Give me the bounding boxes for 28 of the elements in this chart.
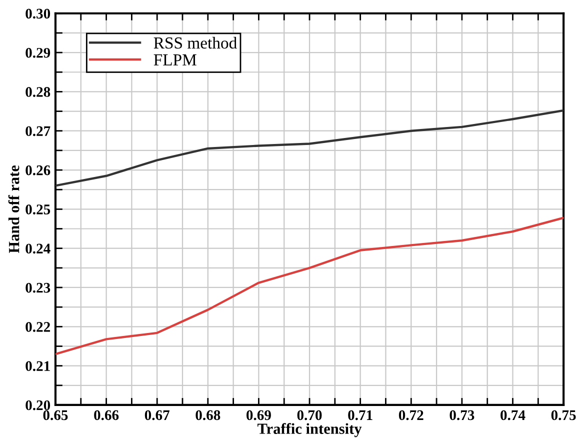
x-tick-label: 0.74 (500, 410, 526, 420)
line-series (55, 216, 564, 356)
x-tick-label: 0.72 (398, 410, 424, 420)
x-tick-label: 0.73 (450, 410, 474, 420)
x-tick-label: 0.69 (246, 410, 271, 420)
x-axis-title: Traffic intensity (257, 423, 362, 438)
x-tick-label: 0.71 (348, 410, 372, 420)
x-tick-label: 0.66 (94, 410, 119, 420)
legend-label: RSS method (154, 36, 237, 49)
x-tick-label: 0.75 (551, 410, 576, 420)
y-tick-label: 0.25 (26, 204, 50, 214)
y-tick-label: 0.21 (26, 361, 50, 372)
y-axis-title: Hand off rate (8, 165, 20, 254)
y-tick-label: 0.28 (26, 87, 50, 97)
y-tick-label: 0.22 (26, 322, 50, 332)
y-tick-label: 0.26 (26, 165, 50, 176)
y-tick-label: 0.20 (26, 400, 50, 410)
y-tick-label: 0.29 (26, 48, 50, 58)
legend-label: FLPM (154, 54, 196, 66)
y-tick-label: 0.27 (26, 126, 50, 136)
x-tick-label: 0.68 (196, 410, 220, 420)
y-tick-label: 0.30 (26, 8, 50, 19)
y-tick-label: 0.23 (26, 282, 50, 293)
line-series (55, 109, 564, 187)
y-tick-label: 0.24 (26, 244, 50, 254)
x-tick-label: 0.70 (297, 410, 322, 420)
x-tick-label: 0.65 (43, 410, 68, 420)
x-tick-label: 0.67 (144, 410, 170, 420)
